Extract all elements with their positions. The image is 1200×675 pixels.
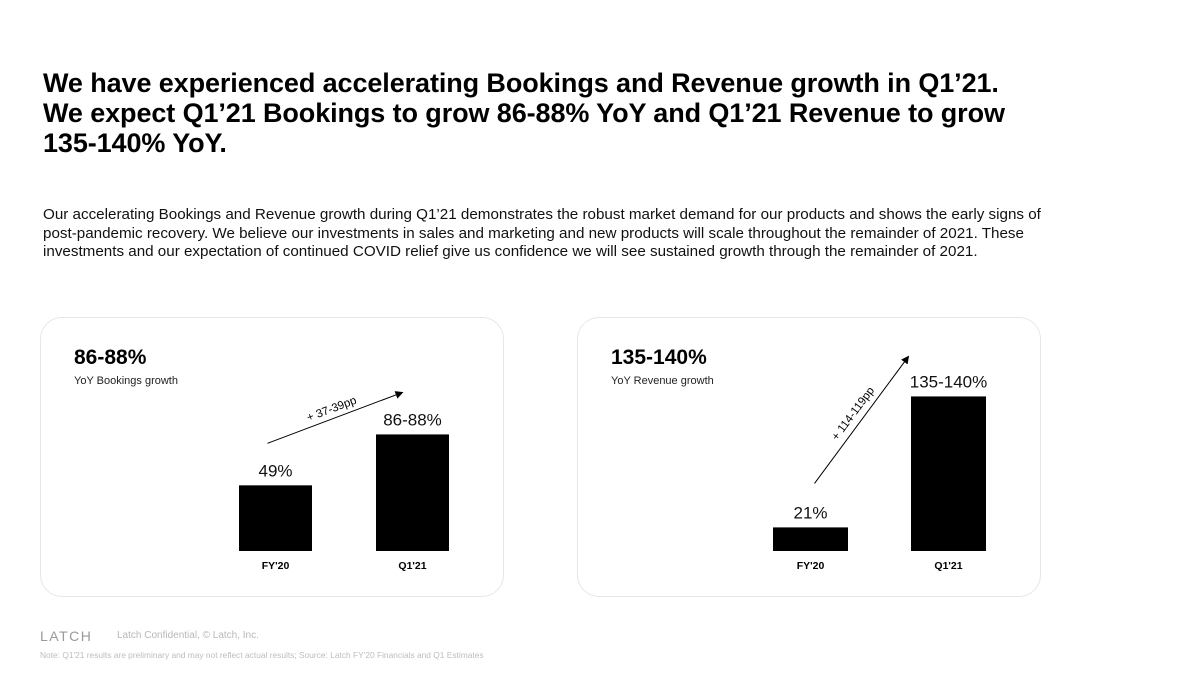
bookings-bar-chart: 49% FY'20 86-88% Q1'21 + 37-39pp — [239, 391, 449, 572]
category-label-1: Q1'21 — [934, 560, 962, 572]
bar-value-label-0: 21% — [793, 503, 827, 522]
growth-arrow — [814, 355, 910, 484]
bar-value-label-1: 135-140% — [910, 372, 988, 391]
bar-1 — [376, 434, 449, 551]
bar-1 — [911, 396, 986, 551]
footnote: Note: Q1'21 results are preliminary and … — [40, 650, 484, 660]
bar-value-label-0: 49% — [258, 461, 292, 480]
bookings-caption: YoY Bookings growth — [74, 375, 178, 387]
category-label-1: Q1'21 — [398, 560, 426, 572]
growth-delta-label: + 114-119pp — [830, 385, 877, 443]
body-paragraph: Our accelerating Bookings and Revenue gr… — [43, 206, 1041, 261]
bar-value-label-1: 86-88% — [383, 410, 442, 429]
bar-0 — [773, 527, 848, 551]
revenue-growth-card: 135-140% YoY Revenue growth 21% FY'20 135-… — [577, 317, 1041, 597]
category-label-0: FY'20 — [797, 560, 825, 572]
revenue-caption: YoY Revenue growth — [611, 375, 714, 387]
confidential-notice: Latch Confidential, © Latch, Inc. — [117, 630, 259, 641]
bookings-metric: 86-88% — [74, 346, 147, 369]
bar-0 — [239, 485, 312, 551]
category-label-0: FY'20 — [262, 560, 290, 572]
growth-delta-label: + 37-39pp — [305, 395, 358, 425]
revenue-bar-chart: 21% FY'20 135-140% Q1'21 + 114-119pp — [773, 355, 988, 572]
bookings-growth-card: 86-88% YoY Bookings growth 49% FY'20 86-88… — [40, 317, 504, 597]
latch-logo: LATCH — [40, 628, 93, 644]
growth-arrow — [267, 391, 404, 444]
revenue-metric: 135-140% — [611, 346, 707, 369]
page-headline: We have experienced accelerating Booking… — [43, 68, 1005, 158]
